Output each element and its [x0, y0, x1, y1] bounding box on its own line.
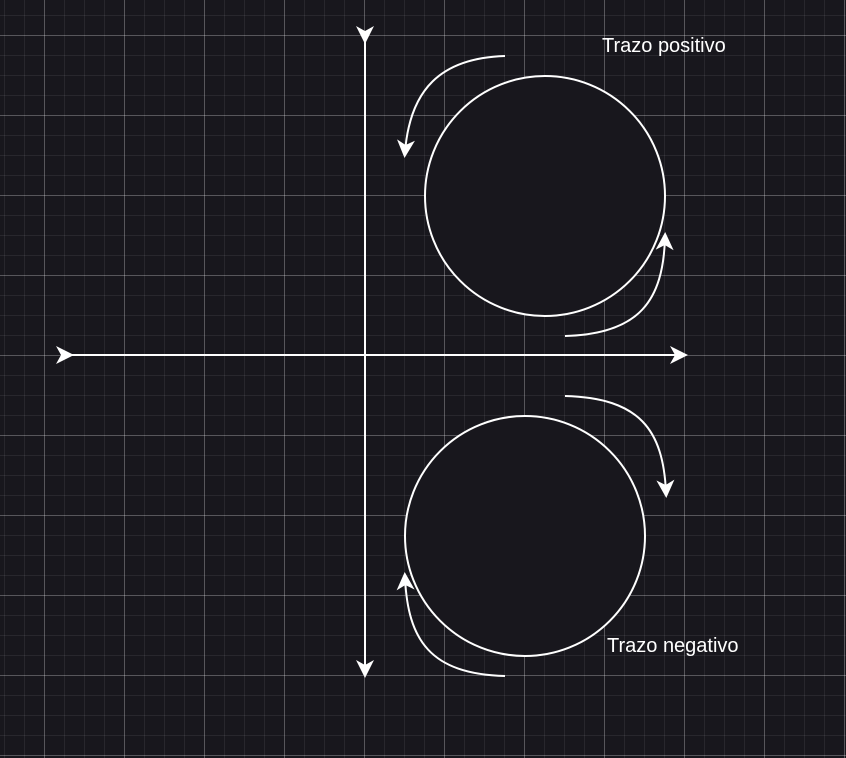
- positive-circle: [424, 75, 666, 317]
- negative-bottom-arrow: [396, 572, 506, 677]
- positive-top-arrow: [396, 55, 506, 158]
- positive-stroke-label: Trazo positivo: [602, 35, 726, 57]
- negative-circle: [404, 415, 646, 657]
- negative-top-arrow: [564, 395, 675, 498]
- negative-stroke-label: Trazo negativo: [607, 635, 739, 657]
- positive-bottom-arrow: [564, 232, 674, 337]
